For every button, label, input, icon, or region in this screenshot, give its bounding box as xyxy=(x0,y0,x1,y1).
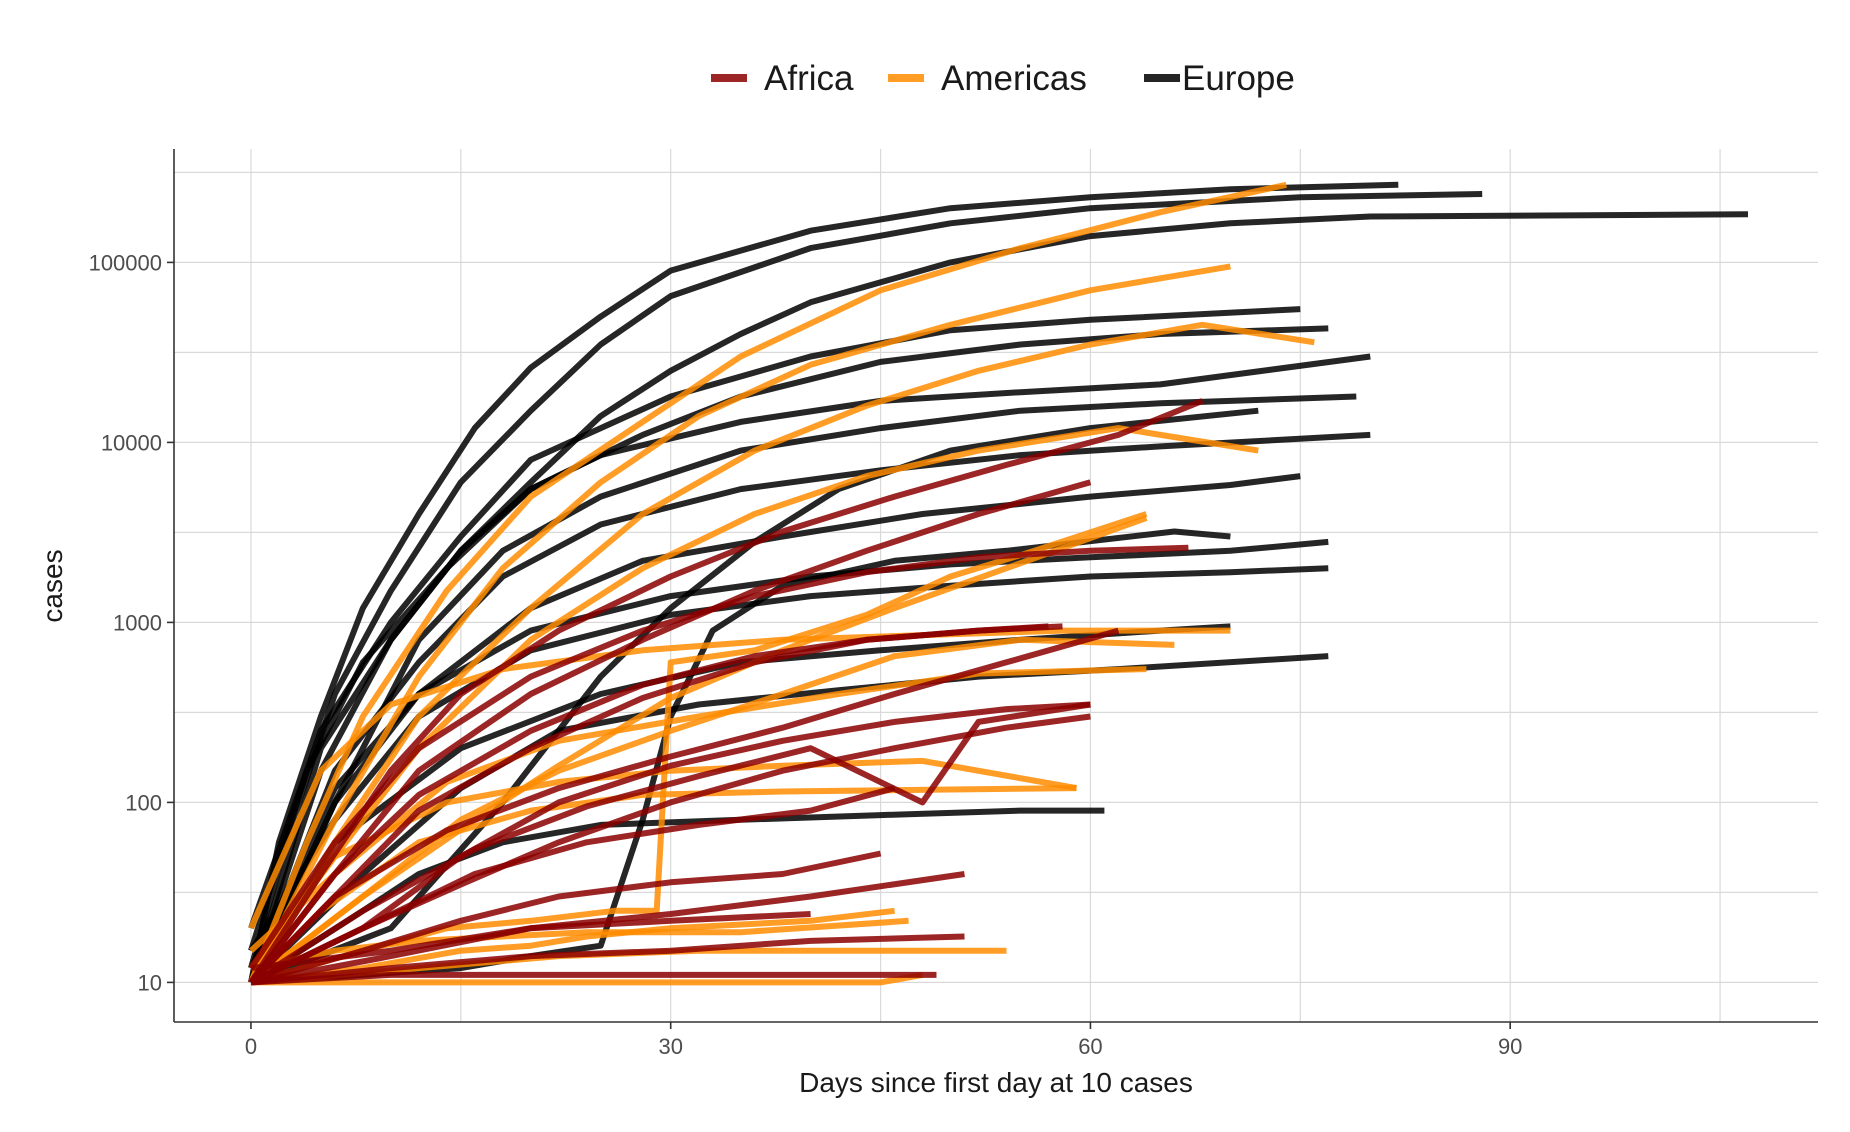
legend: Africa Americas Europe xyxy=(711,59,1295,98)
y-tick-label: 100 xyxy=(125,790,162,815)
series-line-europe xyxy=(248,181,1399,983)
legend-label-africa: Africa xyxy=(764,59,854,98)
x-axis-title: Days since first day at 10 cases xyxy=(799,1067,1193,1098)
x-tick-label: 60 xyxy=(1078,1034,1102,1059)
series-line-americas xyxy=(248,181,1287,984)
series-line-europe xyxy=(248,565,1329,953)
series-line-africa xyxy=(248,544,1189,970)
legend-label-americas: Americas xyxy=(941,59,1087,98)
legend-label-europe: Europe xyxy=(1182,59,1295,98)
y-tick-label: 1000 xyxy=(113,610,162,635)
y-ticks: 10 100 1000 10000 100000 xyxy=(89,250,174,995)
series-line-americas xyxy=(248,627,1231,930)
series-line-africa xyxy=(250,850,882,986)
series-line-africa xyxy=(248,623,1049,985)
series-line-africa xyxy=(249,701,1091,985)
series-line-americas xyxy=(248,785,1077,985)
y-tick-label: 10 xyxy=(138,970,162,995)
series-line-africa xyxy=(248,627,1120,985)
series-line-americas xyxy=(249,515,1148,985)
series-line-africa xyxy=(250,871,965,986)
x-tick-label: 0 xyxy=(245,1034,257,1059)
series-line-americas xyxy=(248,263,1231,984)
y-axis-title: cases xyxy=(37,549,68,622)
x-tick-label: 30 xyxy=(658,1034,682,1059)
series-line-europe xyxy=(248,538,1329,970)
series-line-europe xyxy=(248,191,1483,969)
series-line-africa xyxy=(250,911,811,972)
series-line-americas xyxy=(251,971,924,986)
series-line-americas xyxy=(248,425,1259,985)
series-line-europe xyxy=(248,306,1301,930)
x-tick-label: 90 xyxy=(1498,1034,1522,1059)
series-line-africa xyxy=(249,701,1091,986)
series-line-africa xyxy=(250,933,965,986)
x-ticks: 0 30 60 90 xyxy=(245,1022,1522,1059)
series-line-americas xyxy=(248,321,1315,984)
axes xyxy=(173,149,1818,1023)
series-line-africa xyxy=(250,971,937,986)
series-line-europe xyxy=(248,353,1371,984)
y-tick-label: 10000 xyxy=(101,430,162,455)
series-lines xyxy=(248,181,1749,986)
series-line-africa xyxy=(249,785,896,986)
series-line-americas xyxy=(250,907,895,986)
y-tick-label: 100000 xyxy=(89,250,162,275)
series-line-africa xyxy=(248,479,1092,985)
